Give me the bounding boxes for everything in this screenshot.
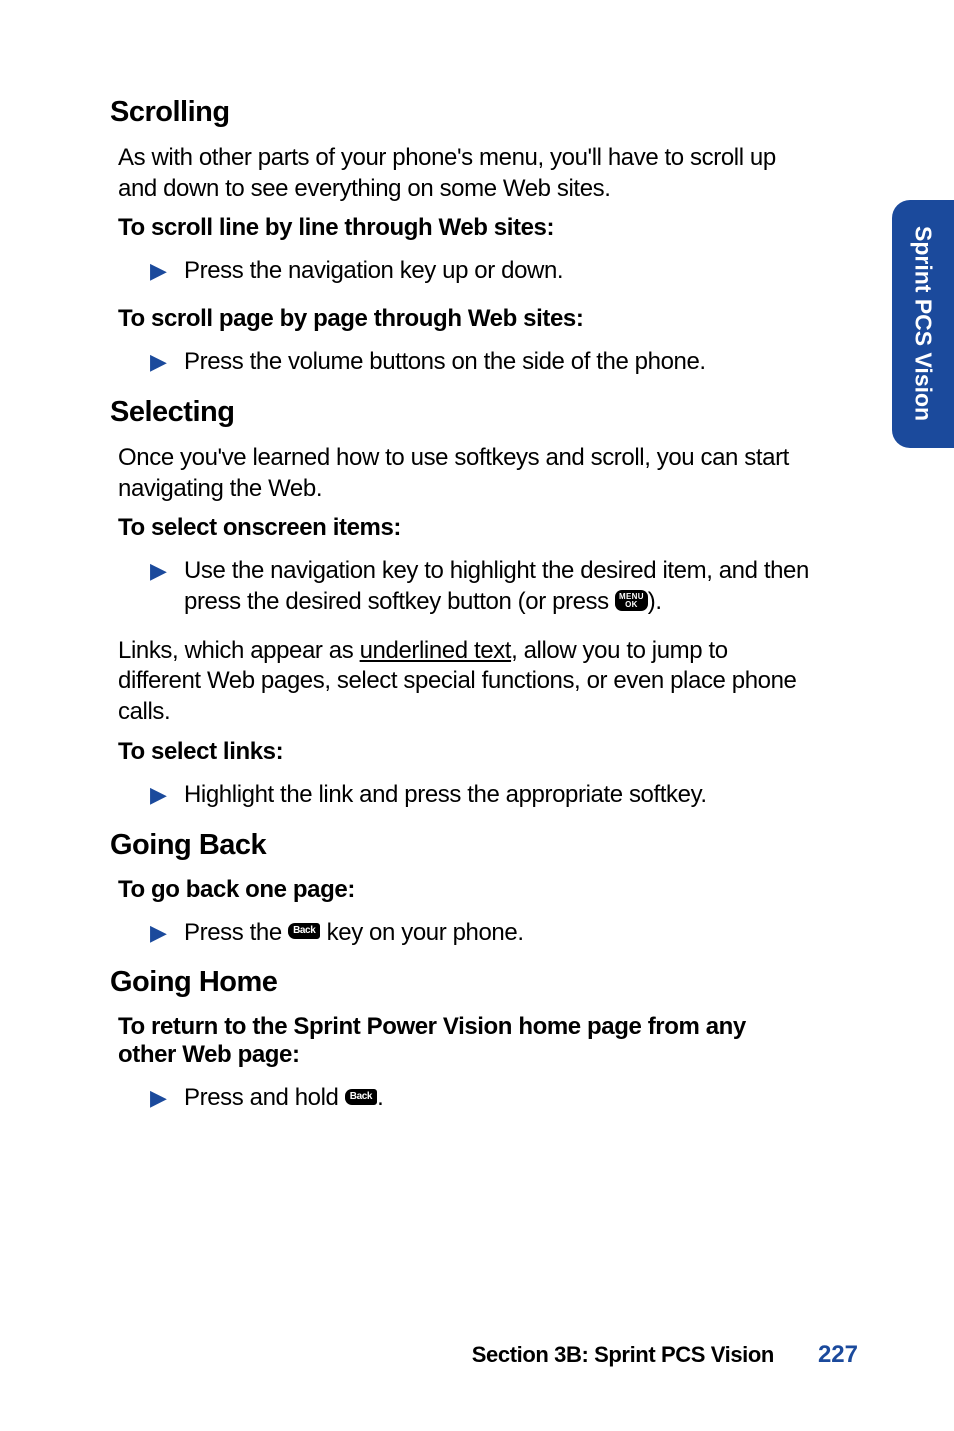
subhead-go-back: To go back one page: (118, 876, 810, 904)
bullet-pre: Press the (184, 919, 288, 946)
bullet-post: key on your phone. (320, 919, 523, 946)
bullet-arrow-icon: ▶ (150, 918, 184, 947)
back-key-icon: Back (345, 1089, 377, 1105)
page-footer: Section 3B: Sprint PCS Vision 227 (472, 1341, 858, 1369)
bullet-text: Highlight the link and press the appropr… (184, 780, 707, 811)
footer-section: Section 3B: Sprint PCS Vision (472, 1342, 774, 1368)
footer-page-number: 227 (818, 1341, 858, 1369)
text-selecting-intro: Once you've learned how to use softkeys … (118, 443, 810, 504)
bullet-pre: Use the navigation key to highlight the … (184, 557, 809, 615)
bullet-row: ▶ Press the Back key on your phone. (150, 918, 810, 949)
key-label-line2: OK (625, 601, 638, 609)
bullet-arrow-icon: ▶ (150, 780, 184, 809)
bullet-text: Press the volume buttons on the side of … (184, 347, 706, 378)
bullet-text: Press and hold Back. (184, 1083, 383, 1114)
bullet-arrow-icon: ▶ (150, 556, 184, 585)
heading-going-home: Going Home (110, 966, 810, 999)
bullet-text: Press the navigation key up or down. (184, 256, 563, 287)
bullet-row: ▶ Press and hold Back. (150, 1083, 810, 1114)
subhead-scroll-line: To scroll line by line through Web sites… (118, 214, 810, 242)
side-tab-label: Sprint PCS Vision (910, 226, 937, 421)
bullet-pre: Press and hold (184, 1084, 345, 1111)
bullet-row: ▶ Highlight the link and press the appro… (150, 780, 810, 811)
links-pre: Links, which appear as (118, 637, 360, 664)
bullet-text: Use the navigation key to highlight the … (184, 556, 810, 617)
back-key-icon: Back (288, 923, 320, 939)
bullet-post: ). (648, 588, 662, 615)
bullet-arrow-icon: ▶ (150, 347, 184, 376)
bullet-row: ▶ Use the navigation key to highlight th… (150, 556, 810, 617)
heading-selecting: Selecting (110, 396, 810, 429)
side-tab: Sprint PCS Vision (892, 200, 954, 448)
subhead-select-links: To select links: (118, 738, 810, 766)
text-links-paragraph: Links, which appear as underlined text, … (118, 636, 810, 728)
bullet-arrow-icon: ▶ (150, 1083, 184, 1112)
bullet-row: ▶ Press the volume buttons on the side o… (150, 347, 810, 378)
menu-ok-key-icon: MENUOK (615, 590, 648, 611)
bullet-arrow-icon: ▶ (150, 256, 184, 285)
subhead-scroll-page: To scroll page by page through Web sites… (118, 305, 810, 333)
subhead-select-items: To select onscreen items: (118, 514, 810, 542)
heading-scrolling: Scrolling (110, 96, 810, 129)
bullet-text: Press the Back key on your phone. (184, 918, 524, 949)
bullet-row: ▶ Press the navigation key up or down. (150, 256, 810, 287)
links-underlined: underlined text (360, 637, 511, 664)
heading-going-back: Going Back (110, 829, 810, 862)
bullet-post: . (377, 1084, 383, 1111)
text-scrolling-intro: As with other parts of your phone's menu… (118, 143, 810, 204)
subhead-going-home: To return to the Sprint Power Vision hom… (118, 1013, 810, 1069)
